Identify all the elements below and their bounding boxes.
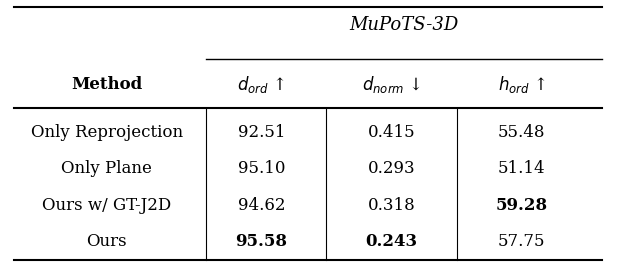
Text: 59.28: 59.28: [496, 197, 547, 214]
Text: $d_{norm}$ ↓: $d_{norm}$ ↓: [362, 74, 421, 96]
Text: Only Reprojection: Only Reprojection: [30, 124, 183, 140]
Text: 95.58: 95.58: [236, 233, 287, 250]
Text: 55.48: 55.48: [498, 124, 545, 140]
Text: 0.243: 0.243: [366, 233, 417, 250]
Text: 57.75: 57.75: [498, 233, 545, 250]
Text: Method: Method: [71, 77, 142, 93]
Text: Ours: Ours: [86, 233, 127, 250]
Text: 92.51: 92.51: [238, 124, 285, 140]
Text: 0.293: 0.293: [368, 160, 415, 177]
Text: Only Plane: Only Plane: [61, 160, 152, 177]
Text: 95.10: 95.10: [238, 160, 285, 177]
Text: 0.415: 0.415: [368, 124, 415, 140]
Text: MuPoTS-3D: MuPoTS-3D: [350, 16, 458, 34]
Text: 51.14: 51.14: [498, 160, 545, 177]
Text: 0.318: 0.318: [368, 197, 415, 214]
Text: $d_{ord}$ ↑: $d_{ord}$ ↑: [238, 74, 285, 96]
Text: 94.62: 94.62: [238, 197, 285, 214]
Text: $h_{ord}$ ↑: $h_{ord}$ ↑: [498, 74, 545, 96]
Text: Ours w/ GT-J2D: Ours w/ GT-J2D: [42, 197, 171, 214]
